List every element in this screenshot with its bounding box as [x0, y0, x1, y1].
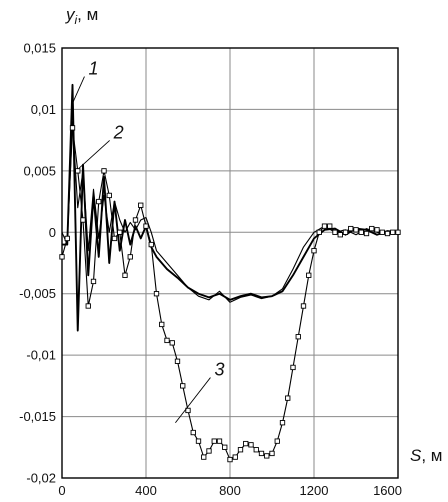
series-3-point — [111, 235, 118, 242]
series-3-point — [153, 291, 160, 297]
series-3-point — [185, 407, 191, 414]
series-3-point — [101, 168, 107, 174]
y-tick-label: 0 — [49, 225, 56, 240]
y-axis-title-main: y — [65, 5, 76, 24]
y-tick-label: -0,02 — [26, 471, 56, 486]
series-3-point — [190, 429, 196, 436]
y-tick-label: 0,015 — [23, 41, 56, 56]
x-tick-label: 800 — [219, 483, 241, 498]
annotation-label-1: 1 — [88, 59, 98, 79]
series-3-point — [143, 223, 149, 229]
series-3-point — [69, 125, 76, 131]
series-3-point — [327, 223, 333, 229]
x-axis-title-unit: , м — [421, 446, 442, 465]
series-3-point — [369, 225, 375, 232]
series-3-point — [75, 168, 81, 174]
y-tick-label: -0,015 — [19, 409, 56, 424]
y-tick-label: -0,01 — [26, 348, 56, 363]
series-3-point — [132, 217, 139, 223]
series-3-point — [274, 438, 280, 444]
series-3-point — [122, 272, 128, 278]
series-3-point — [264, 453, 270, 459]
series-3-point — [59, 254, 65, 260]
y-tick-labels: 0,015 0,01 0,005 0 -0,005 -0,01 -0,015 -0,02 — [19, 41, 56, 486]
series-1-line — [62, 83, 399, 332]
series-3-point — [311, 248, 317, 254]
series-3-point — [64, 235, 70, 242]
series-3-point — [269, 450, 275, 457]
series-3-point — [332, 229, 338, 235]
series-3-point — [148, 241, 154, 248]
series-3-point — [169, 340, 175, 346]
annotation-label-2: 2 — [113, 122, 124, 142]
plot-frame — [61, 47, 399, 479]
series-3-point — [279, 420, 286, 426]
series-3-point — [258, 450, 265, 457]
series-3-point — [379, 229, 385, 235]
series-3-point — [337, 232, 343, 238]
series-3-point — [295, 334, 301, 340]
series-3-point — [253, 447, 259, 453]
x-axis-title: S, м — [410, 446, 442, 465]
y-axis-title: yi, м — [65, 5, 98, 27]
series-3-point — [316, 229, 322, 235]
series-3-point — [222, 444, 228, 450]
series-3-point — [216, 438, 223, 444]
series-3-point — [363, 230, 370, 237]
series-3-point — [243, 440, 249, 447]
x-tick-label: 0 — [58, 483, 65, 498]
x-axis-title-var: S — [410, 446, 422, 465]
series-3-point — [290, 364, 296, 371]
annotation-leader-3 — [175, 377, 211, 423]
series-3-point — [90, 278, 97, 285]
series-3-point — [348, 225, 354, 232]
series-3-point — [85, 303, 91, 309]
series-markers — [59, 125, 401, 463]
x-tick-label: 1200 — [300, 483, 329, 498]
series-3-point — [353, 227, 359, 233]
series-3-point — [164, 337, 170, 344]
annotation-leader-1 — [72, 76, 85, 104]
x-tick-label: 400 — [135, 483, 157, 498]
series-3-point — [80, 217, 86, 223]
series-3-point — [395, 229, 401, 235]
y-axis-title-sub: i — [75, 13, 78, 27]
series-3-point — [174, 358, 181, 364]
annotation-label-3: 3 — [214, 360, 224, 380]
series-3-point — [117, 229, 123, 235]
series-3-point — [127, 254, 133, 260]
series-3-point — [206, 448, 212, 454]
series-3-point — [321, 223, 328, 229]
y-tick-label: 0,01 — [31, 102, 56, 117]
series-3-point — [106, 192, 112, 199]
annotation-leader-2 — [78, 140, 110, 169]
y-tick-label: -0,005 — [19, 286, 56, 301]
series-3-point — [227, 456, 233, 463]
series-3-point — [211, 438, 217, 444]
series-3-point — [138, 202, 144, 208]
series-3-point — [374, 227, 380, 233]
series-3-point — [180, 383, 186, 389]
series-3-point — [96, 198, 102, 205]
x-tick-labels: 0 400 800 1200 1600 — [58, 483, 402, 498]
series-3-point — [390, 229, 396, 235]
series-3-point — [285, 395, 291, 401]
annotations: 1 2 3 — [72, 59, 224, 423]
series-3-point — [300, 303, 307, 309]
series-3-point — [159, 321, 165, 328]
series-3-point — [237, 447, 244, 453]
series-3-point — [248, 442, 254, 448]
series-3-point — [342, 229, 349, 235]
series-3-point — [358, 229, 364, 235]
y-tick-label: 0,005 — [23, 163, 56, 178]
series-3-point — [195, 438, 202, 444]
x-tick-label: 1600 — [373, 483, 402, 498]
y-axis-title-unit: , м — [77, 5, 98, 24]
series-3-point — [384, 230, 391, 237]
series-3-point — [201, 454, 207, 460]
series-3-point — [306, 272, 312, 278]
series-3-point — [232, 454, 238, 460]
